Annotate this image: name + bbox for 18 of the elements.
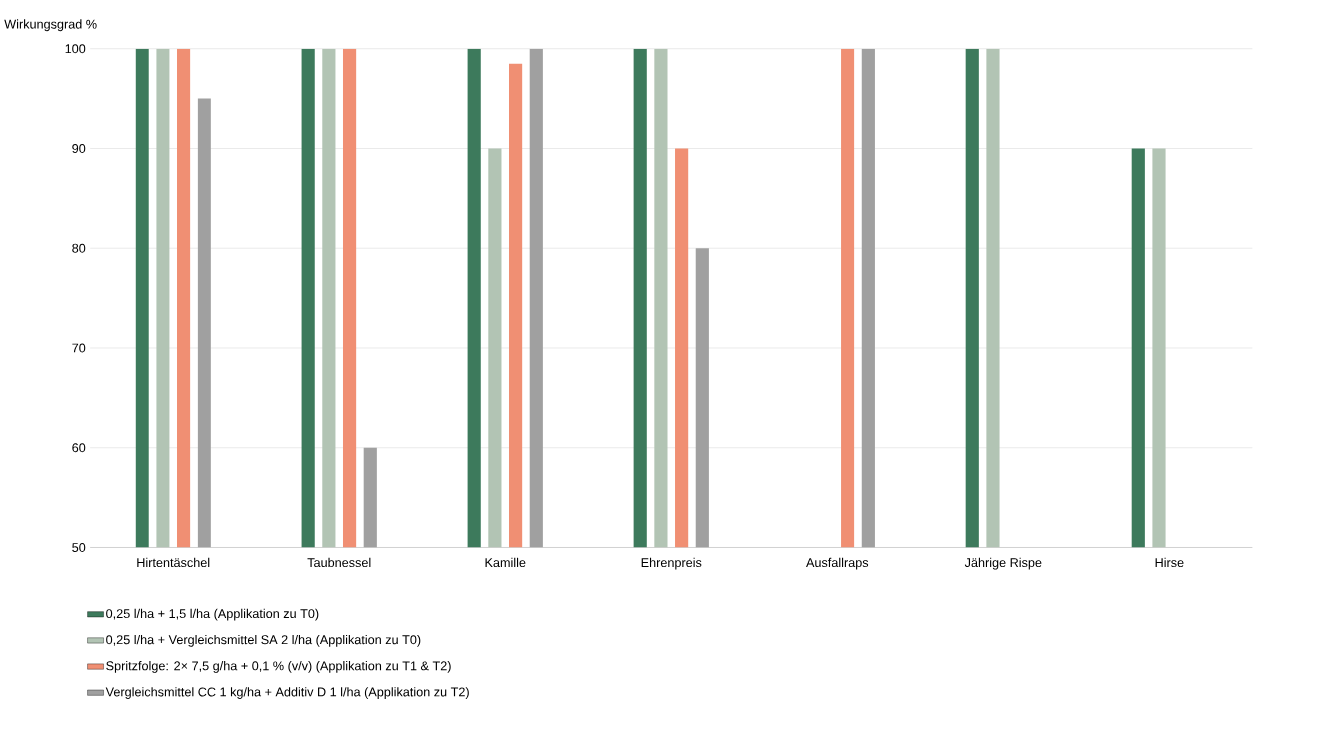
y-tick-label: 100	[65, 44, 86, 54]
x-tick-label: Ehrenpreis	[641, 557, 702, 570]
y-tick-label: 60	[72, 443, 86, 453]
x-tick-label: Hirtentäschel	[137, 557, 210, 568]
x-tick-label: Taubnessel	[307, 557, 371, 568]
legend-label: 0,25 l/ha + Vergleichsmittel SA 2 l/ha (Applikation zu T0)	[106, 634, 421, 647]
x-tick-label: Ausfallraps	[806, 557, 869, 570]
y-axis-title: Wirkungsgrad %	[4, 19, 97, 32]
x-tick-label: Hirse	[1155, 557, 1184, 568]
y-tick-label: 80	[72, 243, 86, 253]
y-tick-label: 50	[72, 543, 86, 552]
y-tick-label: 70	[72, 343, 86, 353]
legend-label: 0,25 l/ha + 1,5 l/ha (Applikation zu T0)	[106, 608, 319, 621]
y-tick-label: 90	[72, 143, 86, 153]
x-tick-label: Kamille	[485, 557, 526, 568]
legend-label: Spritzfolge: 2× 7,5 g/ha + 0,1 % (v/v) (Applikation zu T1 & T2)	[106, 661, 451, 673]
legend-label: Vergleichsmittel CC 1 kg/ha + Additiv D 1 l/ha (Applikation zu T2)	[105, 687, 469, 699]
x-tick-label: Jährige Rispe	[964, 557, 1042, 570]
